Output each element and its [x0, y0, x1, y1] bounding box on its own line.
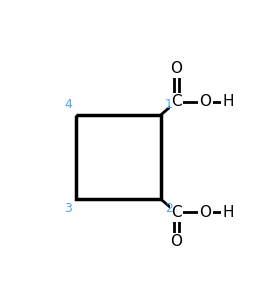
Text: 1: 1	[165, 98, 173, 111]
Text: H: H	[223, 205, 234, 220]
Text: O: O	[199, 94, 211, 109]
Text: O: O	[199, 205, 211, 220]
Text: 3: 3	[64, 202, 72, 215]
Text: 4: 4	[64, 98, 72, 111]
Text: 2: 2	[165, 202, 173, 215]
Text: O: O	[170, 234, 183, 249]
Text: C: C	[171, 205, 182, 220]
Text: C: C	[171, 94, 182, 109]
Text: O: O	[170, 61, 183, 76]
Text: H: H	[223, 94, 234, 109]
